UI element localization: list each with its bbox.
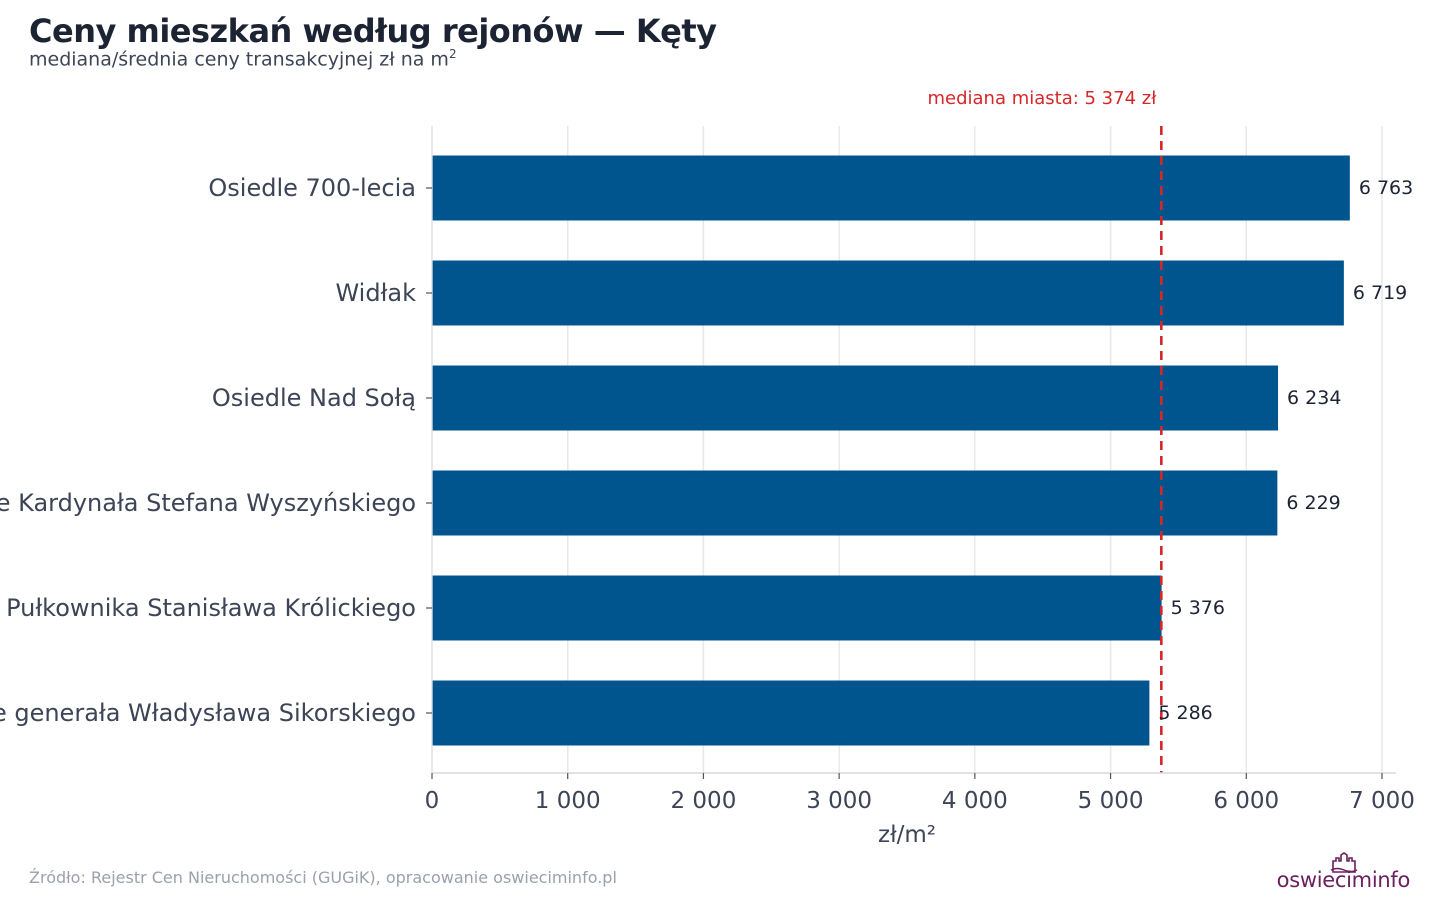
logo-text-part1: oswiecim — [1276, 868, 1372, 892]
x-tick-label: 3 000 — [806, 788, 872, 814]
bar — [432, 470, 1278, 536]
brand-logo[interactable]: oswieciminfo — [1270, 852, 1410, 892]
x-tick-label: 1 000 — [535, 788, 601, 814]
logo-text: oswieciminfo — [1276, 868, 1411, 892]
bar — [432, 575, 1162, 641]
x-tick-label: 0 — [425, 788, 440, 814]
chart-subtitle: mediana/średnia ceny transakcyjnej zł na… — [29, 47, 457, 70]
chart-subtitle-text: mediana/średnia ceny transakcyjnej zł na… — [29, 48, 449, 71]
category-label: Osiedle generała Władysława Sikorskiego — [0, 699, 416, 727]
bar — [432, 365, 1279, 431]
category-label: Osiedle Pułkownika Stanisława Królickieg… — [0, 594, 416, 622]
logo-text-part2: info — [1371, 868, 1410, 892]
labels: Osiedle 700-lecia Widłak Osiedle Nad Sołą O… — [0, 174, 1413, 727]
bars — [432, 155, 1350, 746]
reference-line-group: mediana miasta: 5 374 zł — [927, 88, 1163, 773]
x-tick-label: 5 000 — [1078, 788, 1144, 814]
chart-subtitle-superscript: 2 — [448, 47, 457, 61]
bar-chart: mediana miasta: 5 374 zł 0 1 000 2 000 3 00… — [0, 88, 1415, 848]
value-label: 5 376 — [1171, 597, 1225, 619]
chart-title: Ceny mieszkań według rejonów — Kęty — [29, 12, 717, 50]
category-label: Osiedle 700-lecia — [208, 174, 416, 202]
x-tick-label: 2 000 — [670, 788, 736, 814]
category-label: Osiedle Nad Sołą — [212, 384, 416, 412]
value-label: 6 719 — [1353, 282, 1407, 304]
source-note: Źródło: Rejestr Cen Nieruchomości (GUGiK… — [29, 868, 617, 887]
bar — [432, 680, 1150, 746]
x-tick-label: 4 000 — [942, 788, 1008, 814]
x-axis-label: zł/m² — [878, 822, 936, 848]
value-label: 5 286 — [1158, 702, 1212, 724]
grid-lines — [431, 126, 1383, 773]
value-label: 6 229 — [1286, 492, 1340, 514]
bar — [432, 155, 1350, 221]
value-label: 6 763 — [1359, 177, 1413, 199]
bar — [432, 260, 1344, 326]
category-label: Widłak — [335, 279, 416, 307]
x-tick-label: 7 000 — [1349, 788, 1415, 814]
castle-icon — [1330, 852, 1358, 873]
category-label: Osiedle Kardynała Stefana Wyszyńskiego — [0, 489, 416, 517]
axes: 0 1 000 2 000 3 000 4 000 5 000 6 000 7 000 zł/m… — [425, 126, 1415, 848]
reference-line-label: mediana miasta: 5 374 zł — [927, 88, 1157, 109]
value-label: 6 234 — [1287, 387, 1341, 409]
x-tick-label: 6 000 — [1213, 788, 1279, 814]
